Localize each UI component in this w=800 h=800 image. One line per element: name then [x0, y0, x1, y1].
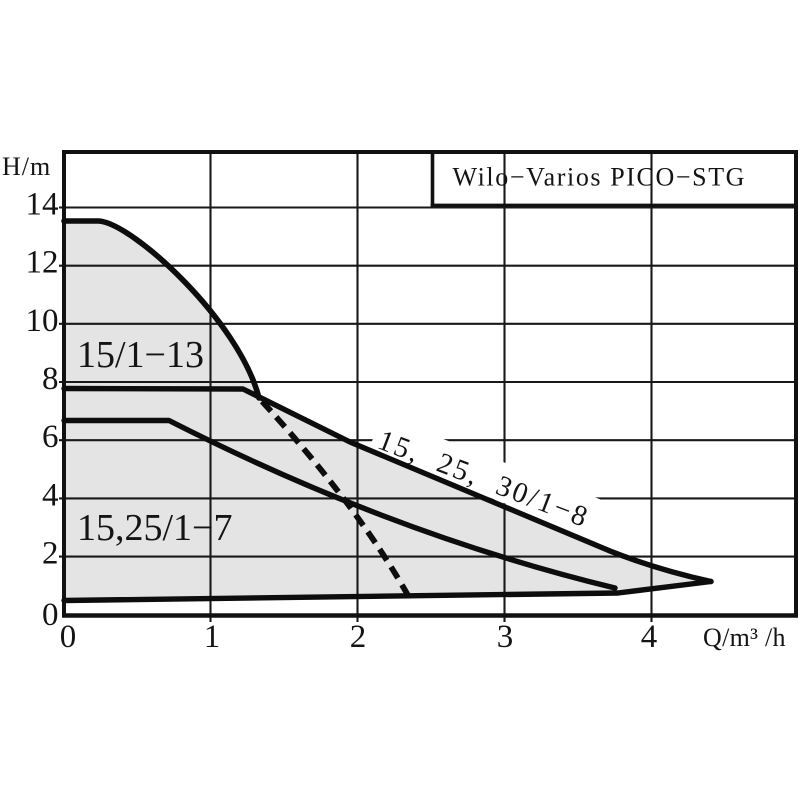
svg-text:2: 2 — [42, 536, 59, 572]
svg-text:14: 14 — [26, 187, 59, 223]
svg-text:2: 2 — [350, 619, 367, 655]
svg-text:6: 6 — [42, 419, 59, 455]
svg-text:10: 10 — [26, 303, 59, 339]
svg-text:4: 4 — [42, 477, 59, 513]
svg-text:12: 12 — [26, 245, 59, 281]
svg-text:4: 4 — [641, 619, 658, 655]
svg-text:H/m: H/m — [2, 152, 51, 181]
svg-text:0: 0 — [42, 597, 59, 633]
svg-text:15/1−13: 15/1−13 — [77, 334, 204, 376]
svg-text:Wilo−Varios PICO−STG: Wilo−Varios PICO−STG — [453, 163, 747, 192]
svg-text:15,25/1−7: 15,25/1−7 — [77, 507, 233, 549]
svg-text:8: 8 — [42, 361, 59, 397]
svg-text:Q/m³ /h: Q/m³ /h — [703, 623, 786, 652]
svg-text:1: 1 — [204, 619, 221, 655]
svg-text:0: 0 — [60, 619, 77, 655]
svg-text:3: 3 — [497, 619, 514, 655]
